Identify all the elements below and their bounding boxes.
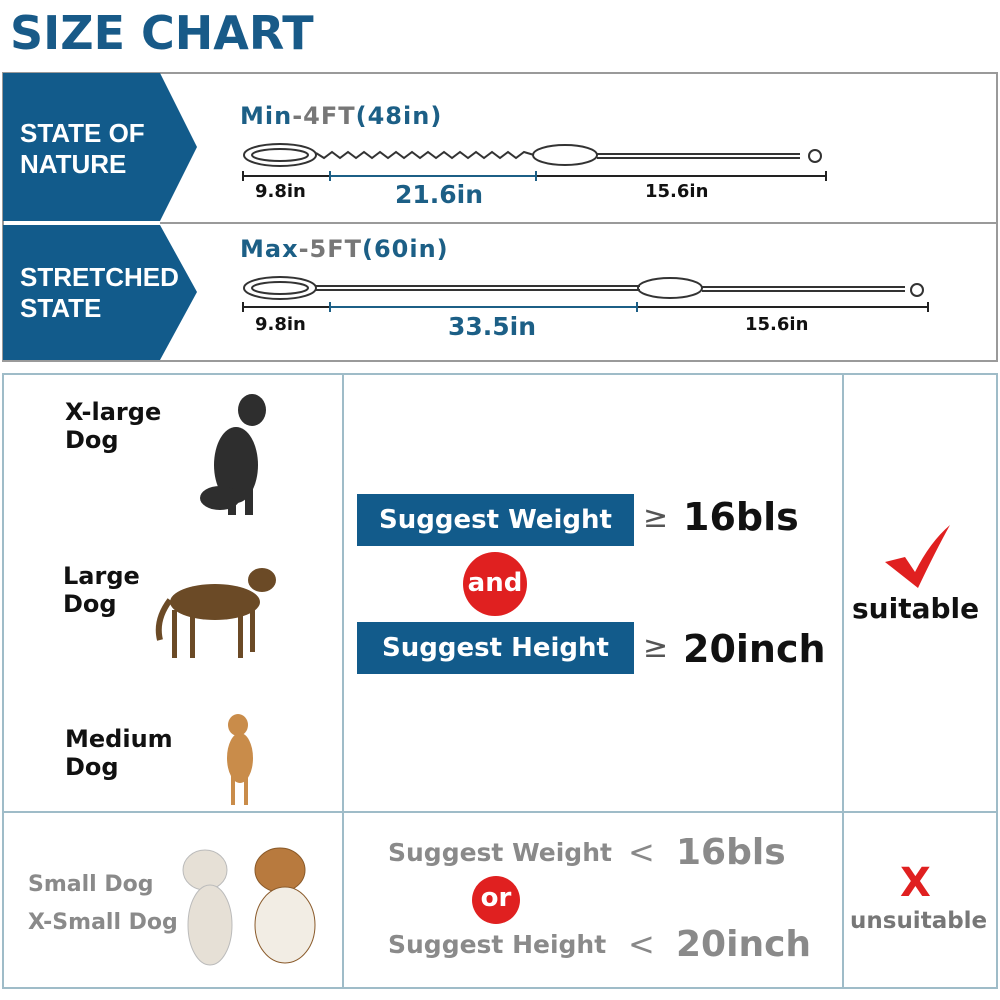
divider: [842, 373, 844, 989]
segment-label: 15.6in: [645, 181, 709, 202]
length-title-max: Max-5FT(60in): [240, 235, 449, 263]
unsuitable-label: unsuitable: [850, 908, 988, 934]
label-line: Dog: [63, 590, 117, 618]
state-banner-2: [3, 225, 197, 360]
operator: ≥: [643, 500, 669, 535]
dog-label-large: Large Dog: [63, 562, 140, 618]
prefix: Min: [240, 102, 293, 130]
measure-natural: [242, 171, 827, 181]
segment-label: 9.8in: [255, 314, 306, 335]
size: 4FT: [303, 102, 356, 130]
weight-value: 16bls: [683, 495, 799, 539]
prefix: Max: [240, 235, 299, 263]
dog-label-xsmall: X-Small Dog: [28, 910, 178, 935]
operator: <: [628, 925, 655, 963]
large-dog-icon: [155, 568, 276, 658]
and-badge: and: [463, 552, 527, 616]
inches: (60in): [362, 235, 449, 263]
label-line: Dog: [65, 753, 119, 781]
dog-label-medium: Medium Dog: [65, 725, 173, 781]
divider: [2, 811, 998, 813]
label-line: STATE: [20, 293, 102, 323]
divider: [342, 373, 344, 989]
height-value: 20inch: [676, 924, 812, 965]
leash-natural-icon: [243, 143, 822, 167]
suggest-weight-label: Suggest Weight: [388, 838, 612, 867]
suitability-table: [2, 373, 998, 989]
dog-label-small: Small Dog: [28, 872, 154, 897]
state-label-natural: STATE OF NATURE: [20, 118, 145, 180]
label-line: NATURE: [20, 149, 127, 179]
dog-photos: [155, 394, 316, 966]
weight-value: 16bls: [676, 832, 786, 873]
medium-dog-icon: [227, 714, 253, 805]
segment-label: 33.5in: [448, 312, 537, 341]
dog-label-xlarge: X-large Dog: [65, 398, 161, 454]
label-line: Large: [63, 562, 140, 590]
leash-stretched-icon: [243, 276, 924, 300]
suitable-label: suitable: [852, 592, 980, 625]
state-banners: [3, 73, 998, 360]
or-badge: or: [472, 876, 520, 924]
suggest-weight-label: Suggest Weight: [357, 494, 634, 546]
segment-label: 21.6in: [395, 180, 484, 209]
state-banner-1: [3, 73, 197, 221]
label-line: STRETCHED: [20, 262, 179, 292]
segment-label: 15.6in: [745, 314, 809, 335]
size: 5FT: [309, 235, 362, 263]
inches: (48in): [355, 102, 443, 130]
chihuahua-icon: [182, 849, 233, 966]
measure-stretched: [242, 302, 929, 312]
label-line: STATE OF: [20, 118, 145, 148]
suggest-height-label: Suggest Height: [388, 930, 607, 959]
label-line: Medium: [65, 725, 173, 753]
label-line: Dog: [65, 426, 119, 454]
operator: <: [628, 833, 655, 871]
dash: -: [292, 102, 304, 130]
segment-label: 9.8in: [255, 181, 306, 202]
state-label-stretched: STRETCHED STATE: [20, 262, 179, 324]
page-title: SIZE CHART: [10, 6, 314, 60]
xlarge-dog-icon: [200, 394, 266, 515]
suggest-height-label: Suggest Height: [357, 622, 634, 674]
length-title-min: Min-4FT(48in): [240, 102, 442, 130]
height-value: 20inch: [683, 627, 826, 671]
label-line: X-large: [65, 398, 162, 426]
check-icon: [885, 525, 950, 588]
corgi-icon: [254, 847, 316, 964]
dash: -: [298, 235, 310, 263]
x-icon: X: [900, 860, 931, 906]
operator: ≥: [643, 630, 669, 665]
